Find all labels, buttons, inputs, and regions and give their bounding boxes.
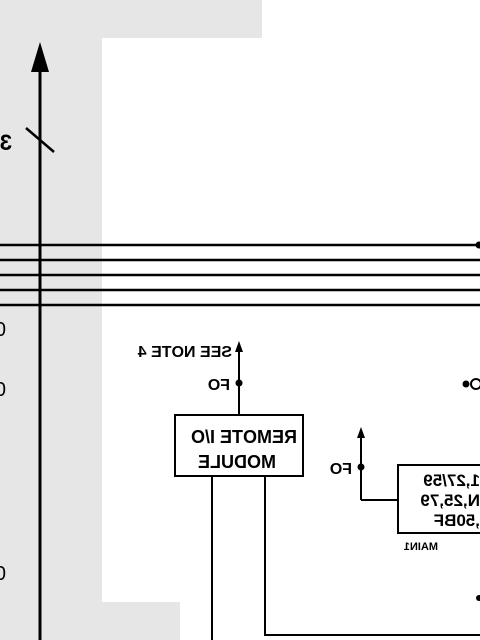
right-terminal-ring	[470, 378, 480, 390]
fo-label-2: FO	[330, 461, 352, 478]
shade-bottom-strip	[0, 602, 180, 640]
relay-line-1: 1,27/59	[423, 471, 480, 490]
see-note-label: SEE NOTE 4	[138, 344, 232, 361]
margin-mark-1: 0	[0, 319, 6, 341]
remote-module-line1: REMOTE I/O	[191, 427, 297, 447]
margin-mark-3: 0	[0, 563, 6, 585]
relay-line-2: N,25,79	[420, 491, 480, 510]
fo-dot-1	[235, 379, 243, 387]
relay-caption: MAIN1	[404, 541, 438, 553]
shade-left-strip	[0, 38, 102, 602]
fo-dot-2	[357, 463, 365, 471]
bus-slash-mark	[25, 127, 55, 153]
relay-line-3: ,50BF	[434, 511, 480, 530]
margin-mark-2: 0	[0, 379, 6, 401]
bus-count-label: 3	[0, 130, 12, 155]
bottom-right-dot	[476, 595, 480, 601]
bus-junction-dot	[475, 241, 480, 249]
arrow-head-up-icon	[31, 42, 49, 72]
shade-top-strip	[0, 0, 262, 38]
top-text-fragment: TO MAIN SW	[94, 0, 228, 1]
note-arrow-head-icon	[235, 341, 243, 352]
remote-module-line2: MODULE	[198, 452, 276, 472]
fo-label-1: FO	[208, 377, 230, 394]
relay-box	[397, 464, 480, 534]
module-feed-2	[264, 476, 480, 636]
fo-arrow-head-2-icon	[357, 427, 365, 438]
remote-io-module-box	[174, 414, 304, 477]
right-terminal-dot	[462, 380, 470, 388]
